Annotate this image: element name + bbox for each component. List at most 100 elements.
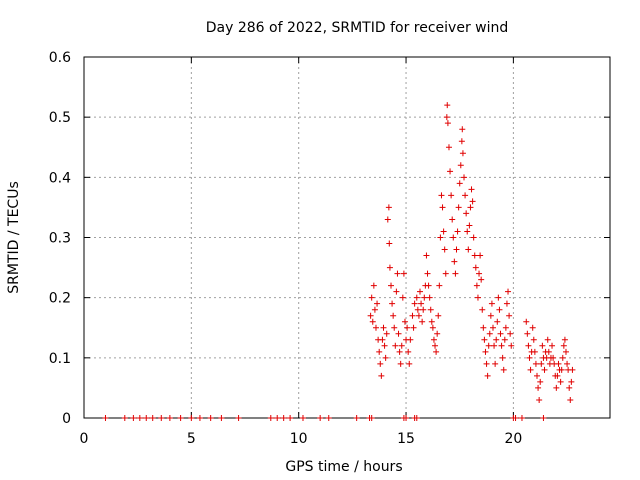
data-point bbox=[550, 354, 557, 361]
data-point bbox=[416, 288, 423, 295]
data-point bbox=[317, 415, 324, 421]
data-point bbox=[493, 336, 500, 343]
x-tick-label: 10 bbox=[290, 431, 308, 447]
data-point bbox=[280, 415, 287, 421]
data-point bbox=[392, 342, 399, 349]
data-point bbox=[478, 276, 485, 283]
data-point bbox=[393, 288, 400, 295]
data-point bbox=[560, 342, 567, 349]
data-point bbox=[196, 415, 203, 421]
data-point bbox=[380, 324, 387, 331]
data-point bbox=[486, 330, 493, 337]
y-tick-label: 0.3 bbox=[49, 231, 71, 247]
data-point bbox=[440, 228, 447, 235]
data-point bbox=[454, 228, 461, 235]
data-point bbox=[441, 246, 448, 253]
data-point bbox=[456, 180, 463, 187]
data-point bbox=[568, 378, 575, 385]
data-point bbox=[534, 372, 541, 379]
data-point bbox=[498, 342, 505, 349]
data-point bbox=[419, 318, 426, 325]
data-point bbox=[444, 120, 451, 127]
data-point bbox=[406, 360, 413, 367]
data-point bbox=[466, 222, 473, 229]
data-point bbox=[130, 415, 137, 421]
data-point bbox=[423, 252, 430, 259]
data-point bbox=[378, 372, 385, 379]
data-point bbox=[505, 288, 512, 295]
data-point bbox=[558, 366, 565, 373]
data-point bbox=[545, 348, 552, 355]
data-point bbox=[530, 336, 537, 343]
data-point bbox=[368, 415, 375, 421]
data-point bbox=[476, 270, 483, 277]
data-point bbox=[372, 324, 379, 331]
data-point bbox=[391, 324, 398, 331]
data-point bbox=[512, 415, 519, 421]
data-point bbox=[385, 204, 392, 211]
data-point bbox=[379, 336, 386, 343]
data-point bbox=[472, 264, 479, 271]
data-point bbox=[461, 174, 468, 181]
data-point bbox=[368, 294, 375, 301]
data-point bbox=[480, 324, 487, 331]
y-tick-label: 0.5 bbox=[49, 110, 71, 126]
data-point bbox=[432, 342, 439, 349]
data-point bbox=[539, 342, 546, 349]
data-point bbox=[443, 114, 450, 121]
data-point bbox=[388, 282, 395, 289]
data-point bbox=[451, 258, 458, 265]
data-point bbox=[458, 138, 465, 145]
data-point bbox=[557, 378, 564, 385]
data-point bbox=[207, 415, 214, 421]
data-point bbox=[381, 342, 388, 349]
data-point bbox=[489, 324, 496, 331]
data-point bbox=[415, 312, 422, 319]
data-point bbox=[397, 360, 404, 367]
data-point bbox=[496, 306, 503, 313]
data-point bbox=[411, 300, 418, 307]
data-point bbox=[462, 192, 469, 199]
data-point bbox=[562, 348, 569, 355]
data-point bbox=[554, 372, 561, 379]
data-point bbox=[386, 240, 393, 247]
data-point bbox=[287, 415, 294, 421]
data-point bbox=[494, 318, 501, 325]
data-point bbox=[485, 342, 492, 349]
data-point bbox=[433, 348, 440, 355]
data-point bbox=[508, 342, 515, 349]
data-point bbox=[235, 415, 242, 421]
data-point bbox=[396, 348, 403, 355]
data-point bbox=[474, 294, 481, 301]
data-point bbox=[398, 342, 405, 349]
chart-title: Day 286 of 2022, SRMTID for receiver win… bbox=[206, 20, 509, 36]
data-point bbox=[439, 204, 446, 211]
data-point bbox=[428, 318, 435, 325]
data-point bbox=[482, 348, 489, 355]
data-point bbox=[549, 342, 556, 349]
data-point bbox=[535, 384, 542, 391]
data-point bbox=[166, 415, 173, 421]
data-point bbox=[405, 348, 412, 355]
data-point bbox=[471, 252, 478, 259]
data-point bbox=[384, 216, 391, 223]
x-tick-label: 5 bbox=[187, 431, 196, 447]
data-point bbox=[383, 330, 390, 337]
data-point bbox=[425, 282, 432, 289]
data-point bbox=[541, 366, 548, 373]
data-point bbox=[413, 294, 420, 301]
data-point bbox=[455, 204, 462, 211]
data-point bbox=[158, 415, 165, 421]
x-tick-label: 20 bbox=[504, 431, 522, 447]
data-point bbox=[102, 415, 109, 421]
data-point bbox=[437, 234, 444, 241]
data-point bbox=[566, 384, 573, 391]
data-point bbox=[420, 306, 427, 313]
data-point bbox=[538, 360, 545, 367]
data-point bbox=[177, 415, 184, 421]
data-point bbox=[501, 336, 508, 343]
data-point bbox=[427, 306, 434, 313]
data-point bbox=[507, 330, 514, 337]
data-point bbox=[367, 312, 374, 319]
